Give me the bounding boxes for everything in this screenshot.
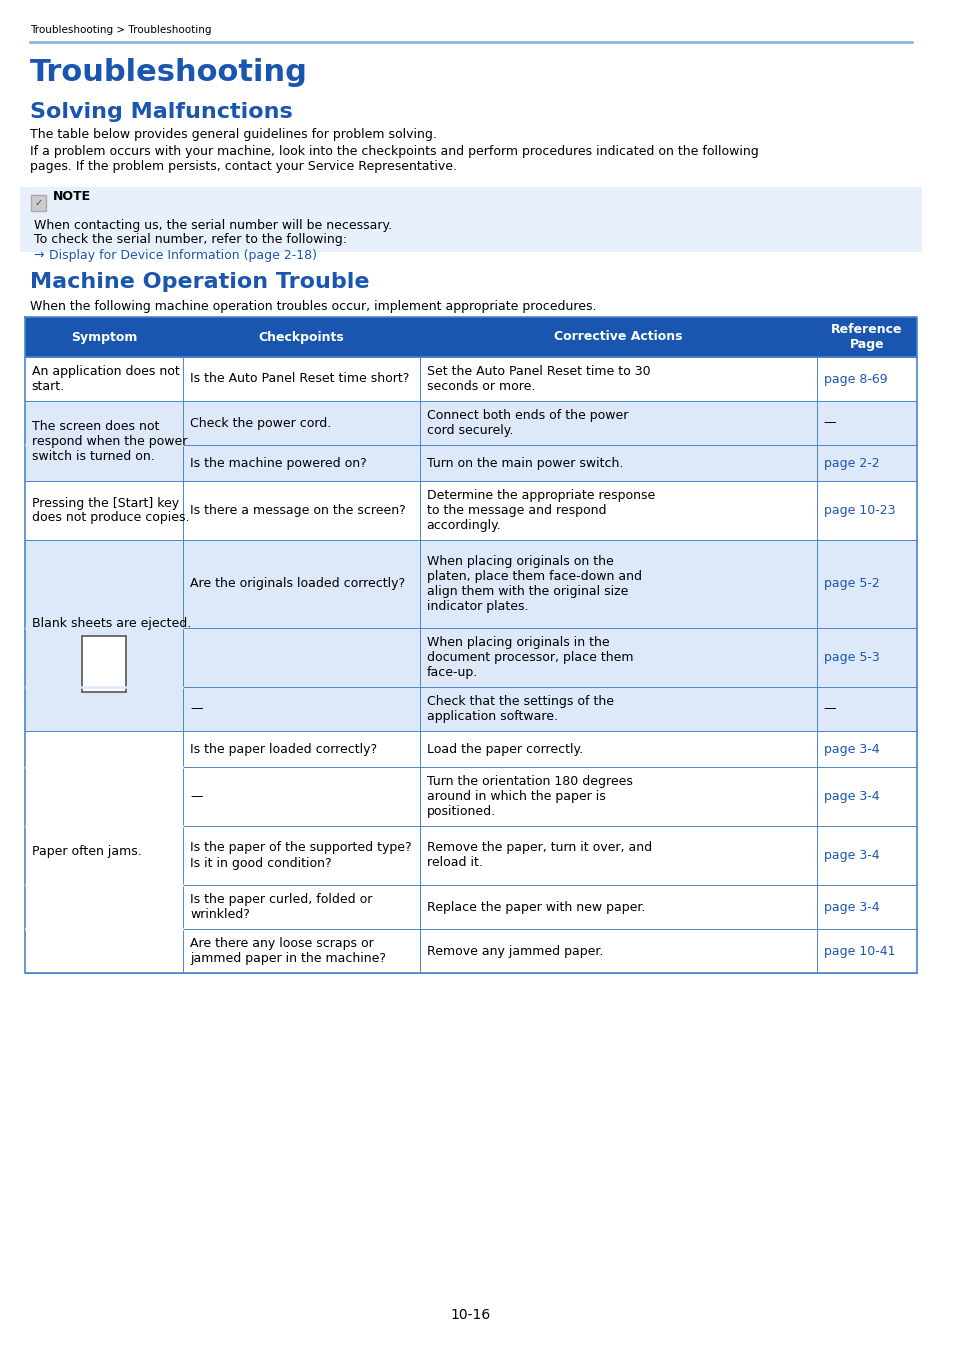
Text: page 3-4: page 3-4 <box>822 790 879 803</box>
Text: —: — <box>822 702 836 716</box>
Text: When the following machine operation troubles occur, implement appropriate proce: When the following machine operation tro… <box>30 300 596 313</box>
Text: Remove the paper, turn it over, and
reload it.: Remove the paper, turn it over, and relo… <box>426 841 651 869</box>
Text: page 3-4: page 3-4 <box>822 900 879 914</box>
Text: Is the paper loaded correctly?: Is the paper loaded correctly? <box>191 743 377 756</box>
Text: Check the power cord.: Check the power cord. <box>191 417 332 429</box>
Text: Corrective Actions: Corrective Actions <box>554 331 681 343</box>
Text: Reference
Page: Reference Page <box>830 323 902 351</box>
Text: Is the machine powered on?: Is the machine powered on? <box>191 456 367 470</box>
Text: The table below provides general guidelines for problem solving.: The table below provides general guideli… <box>30 128 436 140</box>
Text: Replace the paper with new paper.: Replace the paper with new paper. <box>426 900 644 914</box>
Text: Blank sheets are ejected.: Blank sheets are ejected. <box>31 617 191 630</box>
Text: Troubleshooting > Troubleshooting: Troubleshooting > Troubleshooting <box>30 26 211 35</box>
Bar <box>25 730 916 767</box>
Bar <box>25 687 916 730</box>
Text: Are the originals loaded correctly?: Are the originals loaded correctly? <box>191 578 405 590</box>
Bar <box>20 188 921 252</box>
Bar <box>25 540 916 628</box>
Bar <box>25 481 916 540</box>
Text: page 10-41: page 10-41 <box>822 945 894 957</box>
Text: page 5-3: page 5-3 <box>822 651 879 664</box>
Text: Troubleshooting: Troubleshooting <box>30 58 307 86</box>
Text: NOTE: NOTE <box>53 190 91 204</box>
Text: —: — <box>822 417 836 429</box>
Text: Pressing the [Start] key
does not produce copies.: Pressing the [Start] key does not produc… <box>31 497 189 525</box>
Text: Solving Malfunctions: Solving Malfunctions <box>30 103 292 122</box>
Text: Checkpoints: Checkpoints <box>258 331 344 343</box>
Bar <box>25 826 916 886</box>
Text: Set the Auto Panel Reset time to 30
seconds or more.: Set the Auto Panel Reset time to 30 seco… <box>426 364 650 393</box>
Text: Is the paper of the supported type?
Is it in good condition?: Is the paper of the supported type? Is i… <box>191 841 412 869</box>
Bar <box>25 929 916 973</box>
Bar <box>25 317 916 356</box>
Text: When contacting us, the serial number will be necessary.: When contacting us, the serial number wi… <box>33 219 392 232</box>
Text: Are there any loose scraps or
jammed paper in the machine?: Are there any loose scraps or jammed pap… <box>191 937 386 965</box>
Text: page 3-4: page 3-4 <box>822 849 879 863</box>
Text: Check that the settings of the
application software.: Check that the settings of the applicati… <box>426 695 613 724</box>
Text: page 2-2: page 2-2 <box>822 456 879 470</box>
Text: Machine Operation Trouble: Machine Operation Trouble <box>30 271 369 292</box>
Text: 10-16: 10-16 <box>450 1308 490 1322</box>
Bar <box>25 446 916 481</box>
Text: page 5-2: page 5-2 <box>822 578 879 590</box>
Text: ✓: ✓ <box>34 198 43 208</box>
Text: —: — <box>191 702 203 716</box>
Text: Symptom: Symptom <box>71 331 137 343</box>
Bar <box>25 886 916 929</box>
Text: Paper often jams.: Paper often jams. <box>31 845 141 859</box>
Text: —: — <box>191 790 203 803</box>
Text: Turn on the main power switch.: Turn on the main power switch. <box>426 456 622 470</box>
Text: page 8-69: page 8-69 <box>822 373 886 386</box>
Text: page 10-23: page 10-23 <box>822 504 894 517</box>
Bar <box>30 194 47 211</box>
Text: Load the paper correctly.: Load the paper correctly. <box>426 743 582 756</box>
Text: To check the serial number, refer to the following:: To check the serial number, refer to the… <box>33 234 346 246</box>
Bar <box>25 401 916 446</box>
Text: Remove any jammed paper.: Remove any jammed paper. <box>426 945 602 957</box>
Text: When placing originals in the
document processor, place them
face-up.: When placing originals in the document p… <box>426 636 633 679</box>
Text: Turn the orientation 180 degrees
around in which the paper is
positioned.: Turn the orientation 180 degrees around … <box>426 775 632 818</box>
Bar <box>25 767 916 826</box>
Bar <box>82 636 126 693</box>
Text: When placing originals on the
platen, place them face-down and
align them with t: When placing originals on the platen, pl… <box>426 555 641 613</box>
Text: Is there a message on the screen?: Is there a message on the screen? <box>191 504 406 517</box>
Text: Is the paper curled, folded or
wrinkled?: Is the paper curled, folded or wrinkled? <box>191 892 373 921</box>
Text: Connect both ends of the power
cord securely.: Connect both ends of the power cord secu… <box>426 409 627 437</box>
Text: An application does not
start.: An application does not start. <box>31 364 179 393</box>
Text: page 3-4: page 3-4 <box>822 743 879 756</box>
Text: The screen does not
respond when the power
switch is turned on.: The screen does not respond when the pow… <box>31 420 187 463</box>
Bar <box>25 628 916 687</box>
Bar <box>25 356 916 401</box>
Text: Is the Auto Panel Reset time short?: Is the Auto Panel Reset time short? <box>191 373 409 386</box>
Text: Determine the appropriate response
to the message and respond
accordingly.: Determine the appropriate response to th… <box>426 489 655 532</box>
Text: →: → <box>33 248 44 262</box>
Text: Display for Device Information (page 2-18): Display for Device Information (page 2-1… <box>50 248 317 262</box>
Text: If a problem occurs with your machine, look into the checkpoints and perform pro: If a problem occurs with your machine, l… <box>30 144 758 173</box>
